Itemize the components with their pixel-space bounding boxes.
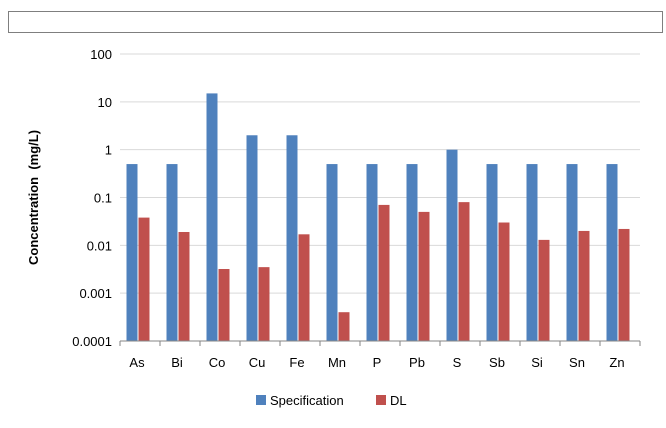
y-tick-label: 10 <box>98 95 112 110</box>
x-tick-label: Si <box>531 355 543 370</box>
x-tick-labels: As Bi Co Cu Fe Mn P Pb S Sb Si Sn Zn <box>119 341 641 370</box>
chart-header-box <box>8 11 663 33</box>
bar-specification-cu <box>246 135 258 341</box>
y-tick-label: 0.01 <box>87 238 112 253</box>
bar-dl-sn <box>578 230 590 341</box>
bar-specification-as <box>126 164 138 341</box>
y-tick-label: 0.0001 <box>72 334 112 349</box>
bar-specification-zn <box>606 164 618 341</box>
legend-label-dl: DL <box>390 393 407 408</box>
y-axis-label: Concentration (mg/L) <box>26 130 41 265</box>
bar-specification-fe <box>286 135 298 341</box>
bar-dl-as <box>138 217 150 341</box>
x-tick-label: Zn <box>609 355 624 370</box>
x-tick-label: P <box>373 355 382 370</box>
bar-dl-p <box>378 204 390 341</box>
bar-specification-sb <box>486 164 498 341</box>
bar-dl-fe <box>298 234 310 341</box>
bar-dl-sb <box>498 222 510 341</box>
bar-specification-pb <box>406 164 418 341</box>
bars <box>126 93 630 341</box>
x-tick-label: Sb <box>489 355 505 370</box>
y-tick-label: 100 <box>90 47 112 62</box>
bar-specification-p <box>366 164 378 341</box>
x-tick-label: Pb <box>409 355 425 370</box>
x-tick-label: Co <box>209 355 226 370</box>
bar-dl-cu <box>258 267 270 341</box>
legend-swatch-dl <box>376 395 386 405</box>
bar-dl-mn <box>338 312 350 341</box>
bar-dl-zn <box>618 228 630 341</box>
x-tick-label: S <box>453 355 462 370</box>
x-tick-label: Sn <box>569 355 585 370</box>
x-tick-label: Bi <box>171 355 183 370</box>
bar-specification-si <box>526 164 538 341</box>
legend-swatch-specification <box>256 395 266 405</box>
bar-dl-co <box>218 269 230 341</box>
bar-dl-pb <box>418 211 430 341</box>
x-tick-label: As <box>129 355 145 370</box>
bar-specification-s <box>446 149 458 341</box>
bar-dl-si <box>538 239 550 341</box>
y-tick-label: 1 <box>105 143 112 158</box>
y-tick-label: 0.1 <box>94 191 112 206</box>
bar-specification-mn <box>326 164 338 341</box>
x-tick-label: Cu <box>249 355 266 370</box>
y-tick-labels: 100 10 1 0.1 0.01 0.001 0.0001 <box>72 47 112 349</box>
bar-dl-bi <box>178 231 190 341</box>
bar-specification-co <box>206 93 218 341</box>
bar-dl-s <box>458 202 470 341</box>
bar-specification-bi <box>166 164 178 341</box>
y-tick-label: 0.001 <box>79 286 112 301</box>
legend-label-specification: Specification <box>270 393 344 408</box>
legend: Specification DL <box>256 393 407 408</box>
bar-specification-sn <box>566 164 578 341</box>
x-tick-label: Mn <box>328 355 346 370</box>
x-tick-label: Fe <box>289 355 304 370</box>
